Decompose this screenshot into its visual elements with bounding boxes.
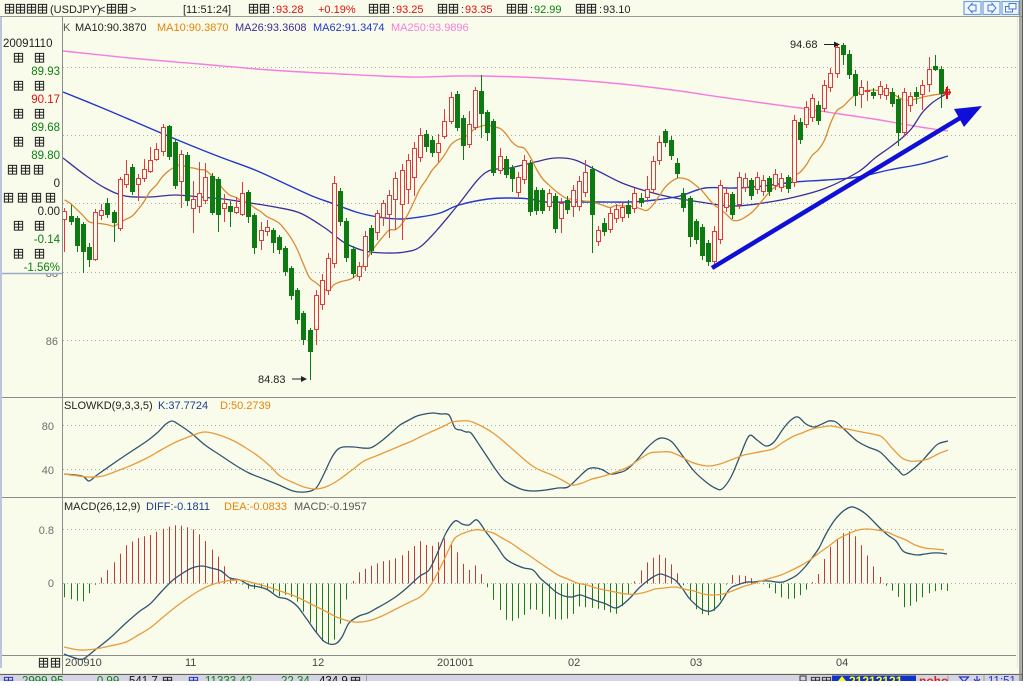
svg-text:>: >: [130, 4, 136, 16]
svg-text:12: 12: [312, 657, 324, 669]
svg-text:-0.14: -0.14: [34, 234, 61, 246]
svg-text:11:51: 11:51: [988, 676, 1016, 682]
svg-text:93.28: 93.28: [276, 4, 304, 16]
svg-text:MACD(26,12,9): MACD(26,12,9): [64, 501, 140, 513]
svg-text:SLOWKD(9,3,3,5): SLOWKD(9,3,3,5): [64, 400, 153, 412]
svg-text:DIFF:-0.1811: DIFF:-0.1811: [146, 501, 210, 513]
svg-text:MACD:-0.1957: MACD:-0.1957: [294, 501, 367, 513]
svg-text:94.68: 94.68: [790, 39, 818, 51]
svg-text:200910: 200910: [65, 657, 102, 669]
svg-text:84.83: 84.83: [258, 374, 286, 386]
svg-text:89.68: 89.68: [31, 122, 60, 134]
svg-text:40: 40: [42, 465, 54, 477]
svg-text:201001: 201001: [437, 657, 474, 669]
svg-text::: :: [530, 4, 533, 16]
svg-text:04: 04: [836, 657, 848, 669]
svg-text:0.8: 0.8: [39, 525, 54, 537]
svg-text:541.7: 541.7: [129, 676, 158, 682]
svg-text:MA10:90.3870: MA10:90.3870: [75, 22, 147, 34]
svg-text:80: 80: [42, 421, 54, 433]
svg-text:D:50.2739: D:50.2739: [220, 400, 271, 412]
svg-text:0: 0: [54, 178, 60, 190]
svg-text::: :: [461, 4, 464, 16]
svg-text:89.80: 89.80: [31, 150, 60, 162]
svg-text:03: 03: [690, 657, 702, 669]
svg-text:MA26:93.3608: MA26:93.3608: [235, 22, 307, 34]
svg-text:0: 0: [48, 578, 54, 590]
svg-text:93.35: 93.35: [465, 4, 493, 16]
svg-text:(USDJPY): (USDJPY): [50, 4, 101, 16]
svg-text:DEA:-0.0833: DEA:-0.0833: [224, 501, 287, 513]
svg-text:93.25: 93.25: [396, 4, 424, 16]
svg-text:K:37.7724: K:37.7724: [158, 400, 208, 412]
svg-text:22.34: 22.34: [281, 676, 310, 682]
svg-text:MA250:93.9896: MA250:93.9896: [391, 22, 469, 34]
svg-text:MA62:91.3474: MA62:91.3474: [313, 22, 385, 34]
svg-text:2999.95: 2999.95: [22, 676, 64, 682]
svg-text:MA10:90.3870: MA10:90.3870: [157, 22, 229, 34]
svg-text::: :: [272, 4, 275, 16]
svg-text:89.93: 89.93: [31, 66, 60, 78]
svg-text::: :: [392, 4, 395, 16]
svg-text:90.17: 90.17: [31, 94, 60, 106]
svg-text:20091110: 20091110: [3, 38, 52, 50]
svg-text::: :: [599, 4, 602, 16]
svg-text:86: 86: [46, 336, 58, 348]
svg-text:-0.99: -0.99: [93, 676, 119, 682]
svg-text:11333.42: 11333.42: [205, 676, 252, 682]
svg-text:11: 11: [185, 657, 196, 669]
svg-text:noho: noho: [919, 674, 948, 681]
svg-text:21212121: 21212121: [849, 674, 903, 681]
svg-text:434.9: 434.9: [319, 676, 348, 682]
svg-text:+0.19%: +0.19%: [318, 4, 356, 16]
svg-text:93.10: 93.10: [603, 4, 631, 16]
svg-text:[11:51:24]: [11:51:24]: [183, 4, 231, 16]
svg-text:0.00: 0.00: [38, 206, 60, 218]
svg-text:02: 02: [568, 657, 580, 669]
svg-text:-1.56%: -1.56%: [24, 262, 60, 274]
svg-text:92.99: 92.99: [534, 4, 562, 16]
svg-text:<: <: [99, 4, 105, 16]
svg-text:K: K: [63, 22, 71, 34]
